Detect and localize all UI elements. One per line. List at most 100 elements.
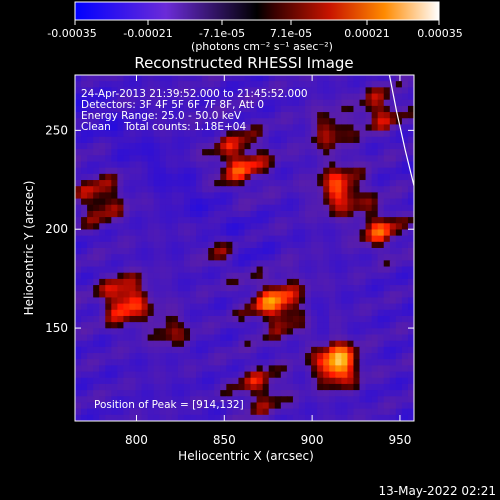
heatmap-pixel [298, 217, 306, 224]
heatmap-pixel [401, 81, 409, 88]
heatmap-pixel [183, 192, 191, 200]
heatmap-pixel [389, 377, 397, 385]
heatmap-pixel [359, 155, 367, 163]
heatmap-pixel [75, 278, 82, 286]
heatmap-pixel [383, 192, 391, 200]
heatmap-pixel [286, 186, 294, 193]
heatmap-pixel [81, 198, 88, 206]
heatmap-pixel [214, 142, 221, 150]
heatmap-pixel [99, 99, 106, 107]
heatmap-pixel [147, 186, 155, 193]
heatmap-pixel [111, 241, 118, 249]
heatmap-pixel [105, 285, 112, 292]
heatmap-pixel [232, 402, 240, 410]
heatmap-pixel [371, 229, 379, 237]
heatmap-pixel [202, 223, 209, 231]
heatmap-pixel [389, 365, 397, 373]
heatmap-pixel [202, 186, 209, 193]
heatmap-pixel [371, 353, 379, 360]
heatmap-pixel [256, 93, 264, 101]
heatmap-pixel [371, 136, 379, 144]
heatmap-pixel [359, 303, 367, 311]
heatmap-pixel [250, 186, 258, 193]
heatmap-pixel [311, 297, 318, 305]
heatmap-pixel [129, 142, 137, 150]
heatmap-pixel [401, 180, 409, 187]
heatmap-pixel [135, 118, 143, 126]
heatmap-pixel [171, 285, 179, 292]
heatmap-pixel [226, 186, 233, 193]
heatmap-pixel [238, 291, 246, 299]
heatmap-pixel [202, 414, 209, 421]
heatmap-pixel [99, 346, 106, 354]
heatmap-pixel [292, 235, 300, 243]
heatmap-pixel [335, 180, 342, 187]
heatmap-pixel [292, 204, 300, 212]
heatmap-pixel [238, 112, 246, 119]
heatmap-pixel [177, 254, 185, 261]
heatmap-pixel [256, 186, 264, 193]
heatmap-pixel [111, 198, 118, 206]
heatmap-pixel [389, 155, 397, 163]
heatmap-pixel [135, 390, 143, 397]
heatmap-pixel [353, 390, 361, 397]
heatmap-pixel [81, 217, 88, 224]
heatmap-pixel [183, 198, 191, 206]
heatmap-pixel [317, 297, 324, 305]
heatmap-pixel [81, 414, 88, 421]
heatmap-pixel [81, 124, 88, 132]
heatmap-pixel [335, 75, 342, 82]
heatmap-pixel [159, 124, 167, 132]
heatmap-pixel [220, 105, 227, 113]
heatmap-pixel [226, 155, 233, 163]
heatmap-pixel [238, 235, 246, 243]
heatmap-pixel [183, 322, 191, 329]
heatmap-pixel [226, 217, 233, 224]
heatmap-pixel [353, 130, 361, 138]
heatmap-pixel [359, 124, 367, 132]
heatmap-pixel [262, 118, 270, 126]
heatmap-pixel [298, 112, 306, 119]
heatmap-pixel [202, 217, 209, 224]
heatmap-pixel [401, 402, 409, 410]
heatmap-pixel [329, 75, 336, 82]
heatmap-pixel [153, 155, 161, 163]
heatmap-pixel [196, 229, 203, 237]
heatmap-pixel [359, 112, 367, 119]
heatmap-pixel [250, 155, 258, 163]
heatmap-pixel [311, 414, 318, 421]
heatmap-pixel [75, 328, 82, 336]
heatmap-pixel [383, 254, 391, 261]
heatmap-pixel [190, 353, 197, 360]
heatmap-pixel [401, 383, 409, 391]
heatmap-pixel [262, 340, 270, 348]
heatmap-pixel [177, 353, 185, 360]
heatmap-pixel [341, 297, 349, 305]
heatmap-pixel [208, 112, 215, 119]
heatmap-pixel [359, 334, 367, 342]
heatmap-pixel [117, 112, 125, 119]
heatmap-pixel [165, 285, 173, 292]
heatmap-pixel [87, 180, 94, 187]
heatmap-pixel [317, 396, 324, 404]
heatmap-pixel [208, 118, 215, 126]
heatmap-pixel [311, 340, 318, 348]
heatmap-pixel [214, 328, 221, 336]
heatmap-pixel [123, 414, 131, 421]
heatmap-pixel [159, 112, 167, 119]
heatmap-pixel [135, 340, 143, 348]
heatmap-pixel [87, 322, 94, 329]
heatmap-pixel [250, 235, 258, 243]
heatmap-pixel [165, 112, 173, 119]
heatmap-pixel [256, 229, 264, 237]
heatmap-pixel [389, 260, 397, 268]
heatmap-pixel [280, 408, 288, 416]
heatmap-pixel [311, 180, 318, 187]
colorbar-tick-label: 0.00035 [417, 27, 463, 40]
heatmap-pixel [323, 118, 330, 126]
heatmap-pixel [117, 173, 125, 181]
heatmap-pixel [395, 340, 403, 348]
heatmap-pixel [365, 278, 373, 286]
heatmap-pixel [226, 346, 233, 354]
heatmap-pixel [214, 223, 221, 231]
